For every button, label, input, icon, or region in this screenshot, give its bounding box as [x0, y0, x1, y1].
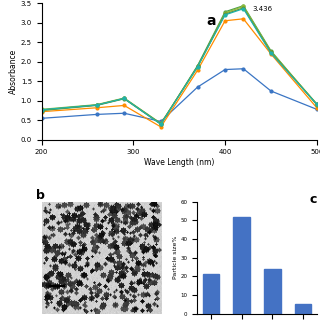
- X-axis label: Wave Length (nm): Wave Length (nm): [144, 158, 214, 167]
- Bar: [233, 217, 250, 314]
- Bar: [264, 269, 281, 314]
- Bar: [203, 275, 220, 314]
- Y-axis label: Particle size%: Particle size%: [173, 236, 178, 279]
- Text: 3.436: 3.436: [252, 6, 273, 12]
- Text: c: c: [309, 193, 317, 206]
- Bar: [294, 304, 311, 314]
- Text: b: b: [36, 189, 44, 202]
- Text: a: a: [207, 14, 216, 28]
- Y-axis label: Absorbance: Absorbance: [9, 49, 18, 94]
